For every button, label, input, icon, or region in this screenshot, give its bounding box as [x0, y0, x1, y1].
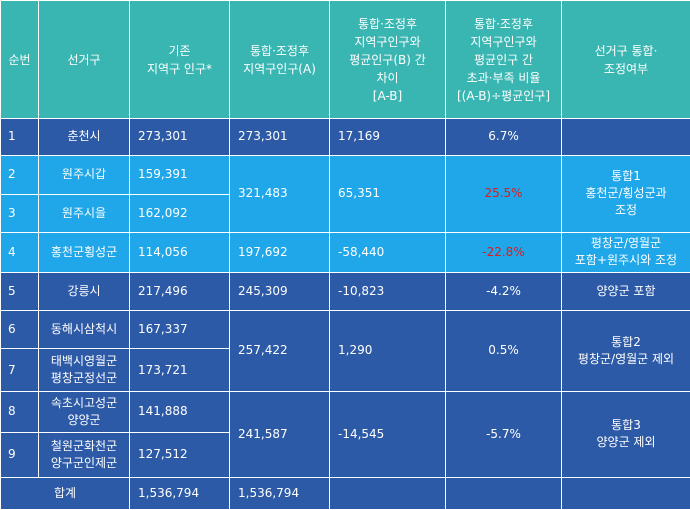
adjusted-population: 241,587 — [229, 390, 330, 478]
total-existing-population: 1,536,794 — [129, 476, 230, 510]
district-name: 원주시갑 — [38, 154, 130, 195]
table-row: 3 원주시을 162,092 — [0, 193, 690, 234]
header-row: 순번 선거구 기존 지역구 인구* 통합·조정후 지역구인구(A) 통합·조정후… — [0, 0, 690, 120]
ratio: -22.8% — [445, 232, 562, 273]
row-number: 8 — [0, 390, 39, 434]
row-number: 5 — [0, 271, 39, 312]
merge-status: 양양군 포함 — [561, 271, 690, 312]
district-name: 춘천시 — [38, 118, 130, 156]
row-number: 2 — [0, 154, 39, 195]
table-row: 9 철원군화천군 양구군인제군 127,512 — [0, 432, 690, 478]
table-row: 5 강릉시 217,496 245,309 -10,823 -4.2% 양양군 … — [0, 271, 690, 312]
district-name: 동해시삼척시 — [38, 309, 130, 350]
district-name: 강릉시 — [38, 271, 130, 312]
adjusted-population: 321,483 — [229, 154, 330, 234]
existing-population: 217,496 — [129, 271, 230, 312]
row-number: 4 — [0, 232, 39, 273]
district-name: 태백시영월군 평창군정선군 — [38, 348, 130, 392]
difference: 17,169 — [329, 118, 446, 156]
adjusted-population: 273,301 — [229, 118, 330, 156]
total-ratio-empty — [445, 476, 562, 510]
adjusted-population: 197,692 — [229, 232, 330, 273]
adjusted-population: 245,309 — [229, 271, 330, 312]
adjusted-population: 257,422 — [229, 310, 330, 392]
ratio: -5.7% — [445, 390, 562, 478]
merge-status: 통합1 홍천군/횡성군과 조정 — [561, 154, 690, 234]
ratio: -4.2% — [445, 271, 562, 312]
ratio: 6.7% — [445, 118, 562, 156]
header-existing-population: 기존 지역구 인구* — [129, 0, 230, 120]
merge-status: 통합3 양양군 제외 — [561, 390, 690, 478]
table-row: 2 원주시갑 159,391 321,483 65,351 25.5% 통합1 … — [0, 154, 690, 234]
difference: 1,290 — [329, 310, 446, 392]
existing-population: 127,512 — [129, 432, 230, 478]
existing-population: 167,337 — [129, 309, 230, 350]
header-adjusted-population: 통합·조정후 지역구인구(A) — [229, 0, 330, 120]
difference: -14,545 — [329, 390, 446, 478]
row-number: 1 — [0, 118, 39, 156]
header-district: 선거구 — [38, 0, 130, 120]
row-number: 7 — [0, 348, 39, 392]
existing-population: 159,391 — [129, 154, 230, 195]
existing-population: 114,056 — [129, 232, 230, 273]
district-name: 홍천군횡성군 — [38, 232, 130, 273]
row-number: 9 — [0, 432, 39, 478]
table-row: 7 태백시영월군 평창군정선군 173,721 — [0, 348, 690, 392]
total-adjusted-population: 1,536,794 — [229, 476, 330, 510]
merge-status: 평창군/영월군 포함+원주시와 조정 — [561, 232, 690, 273]
district-name: 원주시을 — [38, 193, 130, 234]
ratio: 25.5% — [445, 154, 562, 234]
table-row: 4 홍천군횡성군 114,056 197,692 -58,440 -22.8% … — [0, 232, 690, 273]
header-difference: 통합·조정후 지역구인구와 평균인구(B) 간 차이 [A-B] — [329, 0, 446, 120]
total-difference-empty — [329, 476, 446, 510]
district-name: 철원군화천군 양구군인제군 — [38, 432, 130, 478]
ratio: 0.5% — [445, 310, 562, 392]
total-label: 합계 — [0, 476, 130, 510]
existing-population: 162,092 — [129, 193, 230, 234]
total-row: 합계 1,536,794 1,536,794 — [0, 476, 690, 510]
difference: -58,440 — [329, 232, 446, 273]
table-row: 1 춘천시 273,301 273,301 17,169 6.7% — [0, 118, 690, 156]
district-name: 속초시고성군 양양군 — [38, 390, 130, 434]
header-ratio: 통합·조정후 지역구인구와 평균인구 간 초과·부족 비율 [(A-B)÷평균인… — [445, 0, 562, 120]
row-number: 6 — [0, 309, 39, 350]
header-merge-status: 선거구 통합· 조정여부 — [561, 0, 690, 120]
difference: 65,351 — [329, 154, 446, 234]
existing-population: 273,301 — [129, 118, 230, 156]
table-row: 6 동해시삼척시 167,337 257,422 1,290 0.5% 통합2 … — [0, 309, 690, 392]
existing-population: 141,888 — [129, 390, 230, 434]
table-row: 8 속초시고성군 양양군 141,888 241,587 -14,545 -5.… — [0, 390, 690, 478]
existing-population: 173,721 — [129, 348, 230, 392]
row-number: 3 — [0, 193, 39, 234]
header-seq: 순번 — [0, 0, 39, 120]
total-status-empty — [561, 476, 690, 510]
merge-status: 통합2 평창군/영월군 제외 — [561, 310, 690, 392]
merge-status — [561, 118, 690, 156]
difference: -10,823 — [329, 271, 446, 312]
